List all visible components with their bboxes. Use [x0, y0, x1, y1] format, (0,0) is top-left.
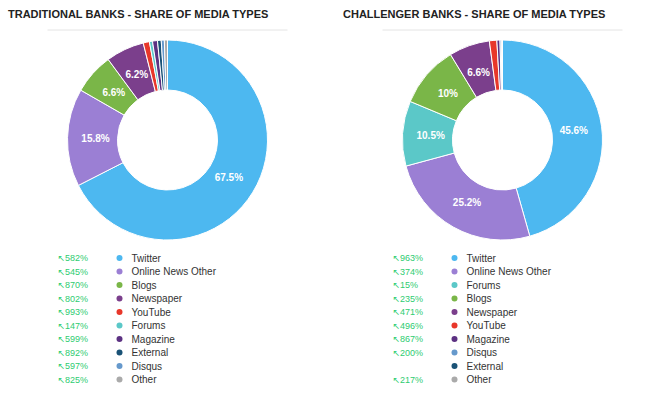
chart-title: TRADITIONAL BANKS - SHARE OF MEDIA TYPES — [8, 8, 268, 20]
chart-title: CHALLENGER BANKS - SHARE OF MEDIA TYPES — [343, 8, 605, 20]
legend-swatch — [452, 296, 458, 302]
legend-swatch — [452, 309, 458, 315]
panel: CHALLENGER BANKS - SHARE OF MEDIA TYPES 4… — [343, 8, 623, 385]
change-label: ↖892% — [58, 348, 89, 358]
legend-entry: External — [467, 361, 504, 372]
change-label: ↖993% — [58, 307, 89, 317]
legend-entry: Online News Other — [467, 266, 552, 277]
legend-entry: Other — [132, 374, 158, 385]
legend-entry: Blogs — [467, 293, 492, 304]
legend-swatch — [452, 336, 458, 342]
slice — [406, 153, 530, 240]
legend-entry: Other — [467, 374, 493, 385]
change-label: ↖496% — [393, 321, 424, 331]
legend-swatch — [117, 363, 123, 369]
change-label: ↖599% — [58, 334, 89, 344]
legend-entry: Newspaper — [132, 293, 183, 304]
legend-entry: Online News Other — [132, 266, 217, 277]
legend: ↖963% Twitter ↖374% Online News Other ↖15% Fo… — [393, 253, 552, 386]
legend-swatch — [117, 309, 123, 315]
legend-swatch — [452, 269, 458, 275]
separator — [383, 30, 623, 31]
change-label: ↖825% — [58, 375, 89, 385]
change-label: ↖235% — [393, 294, 424, 304]
change-label: ↖802% — [58, 294, 89, 304]
data-label: 6.2% — [125, 69, 148, 80]
change-label: ↖582% — [58, 253, 89, 263]
chart-root: TRADITIONAL BANKS - SHARE OF MEDIA TYPES… — [0, 0, 670, 394]
legend-swatch — [117, 282, 123, 288]
donut: 45.6% 25.2% 10.5% 10% 6.6% — [403, 40, 603, 240]
change-label: ↖870% — [58, 280, 89, 290]
legend-swatch — [117, 350, 123, 356]
legend-swatch — [452, 363, 458, 369]
data-label: 6.6% — [467, 67, 490, 78]
legend-entry: Twitter — [467, 253, 497, 264]
legend-entry: Forums — [467, 280, 501, 291]
data-label: 10% — [438, 88, 458, 99]
legend-swatch — [452, 377, 458, 383]
legend-swatch — [117, 377, 123, 383]
change-label: ↖471% — [393, 307, 424, 317]
change-label: ↖597% — [58, 361, 89, 371]
data-label: 25.2% — [453, 197, 481, 208]
legend-entry: YouTube — [132, 307, 172, 318]
legend-swatch — [452, 323, 458, 329]
legend-entry: YouTube — [467, 320, 507, 331]
change-label: ↖545% — [58, 267, 89, 277]
change-label: ↖217% — [393, 375, 424, 385]
legend-swatch — [117, 269, 123, 275]
slice — [501, 40, 503, 90]
legend-swatch — [452, 255, 458, 261]
slice — [497, 40, 501, 90]
slice — [164, 40, 167, 90]
legend: ↖582% Twitter ↖545% Online News Other ↖870% B… — [58, 253, 217, 386]
legend-swatch — [452, 282, 458, 288]
data-label: 67.5% — [215, 172, 243, 183]
legend-swatch — [117, 323, 123, 329]
legend-entry: Disqus — [132, 361, 163, 372]
panel: TRADITIONAL BANKS - SHARE OF MEDIA TYPES… — [8, 8, 288, 385]
change-label: ↖200% — [393, 348, 424, 358]
data-label: 6.6% — [102, 87, 125, 98]
legend-entry: Newspaper — [467, 307, 518, 318]
legend-entry: Magazine — [132, 334, 176, 345]
legend-entry: Blogs — [132, 280, 157, 291]
change-label: ↖867% — [393, 334, 424, 344]
legend-entry: Disqus — [467, 347, 498, 358]
legend-swatch — [117, 336, 123, 342]
data-label: 10.5% — [416, 130, 444, 141]
legend-entry: External — [132, 347, 169, 358]
slice — [78, 40, 267, 240]
separator — [48, 30, 288, 31]
legend-entry: Twitter — [132, 253, 162, 264]
legend-swatch — [117, 255, 123, 261]
change-label: ↖147% — [58, 321, 89, 331]
data-label: 15.8% — [81, 133, 109, 144]
legend-swatch — [452, 350, 458, 356]
change-label: ↖374% — [393, 267, 424, 277]
data-label: 45.6% — [560, 125, 588, 136]
legend-entry: Magazine — [467, 334, 511, 345]
donut: 67.5% 15.8% 6.6%6.2% — [67, 40, 267, 240]
legend-swatch — [117, 296, 123, 302]
legend-entry: Forums — [132, 320, 166, 331]
slice — [500, 40, 502, 90]
slice — [501, 40, 503, 90]
change-label: ↖15% — [393, 280, 419, 290]
change-label: ↖963% — [393, 253, 424, 263]
